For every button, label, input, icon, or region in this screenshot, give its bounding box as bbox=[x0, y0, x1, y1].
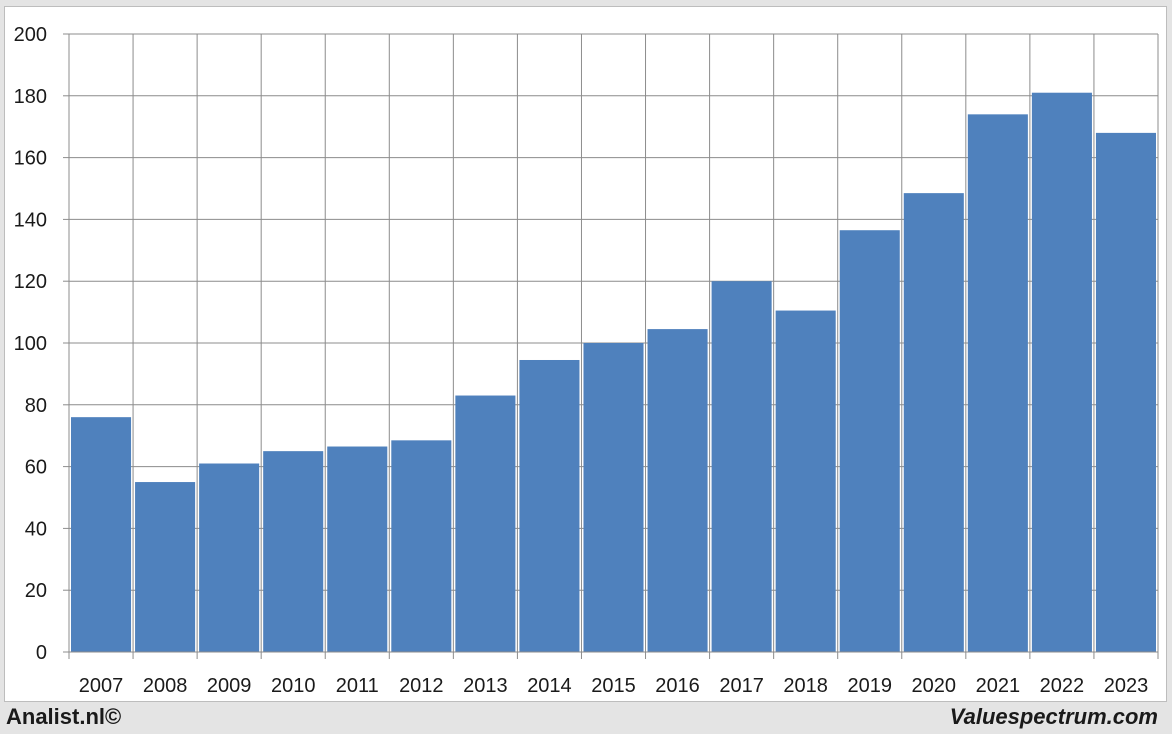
bar-2016 bbox=[647, 329, 708, 652]
x-tick-labels: 2007 2008 2009 2010 2011 2012 2013 2014 2015 2016… bbox=[79, 675, 1148, 697]
bar-2011 bbox=[327, 446, 388, 652]
y-tick-labels: 0 20 40 60 80 100 120 140 160 180 200 bbox=[14, 24, 47, 664]
y-tick-label: 180 bbox=[14, 86, 47, 108]
bar-2007 bbox=[71, 417, 132, 652]
bar-2015 bbox=[583, 343, 644, 652]
y-tick-label: 0 bbox=[36, 642, 47, 664]
x-tick-label: 2022 bbox=[1040, 675, 1085, 697]
bar-2021 bbox=[967, 114, 1028, 653]
footer-source-left: Analist.nl© bbox=[6, 704, 122, 729]
bar-2013 bbox=[455, 395, 516, 652]
bar-2010 bbox=[263, 451, 324, 652]
x-tick-label: 2015 bbox=[591, 675, 636, 697]
y-tick-label: 120 bbox=[14, 271, 47, 293]
footer-source-right: Valuespectrum.com bbox=[949, 704, 1158, 729]
y-tick-label: 140 bbox=[14, 209, 47, 231]
y-tick-label: 40 bbox=[25, 518, 47, 540]
bar-2020 bbox=[903, 193, 964, 652]
x-tick-label: 2020 bbox=[912, 675, 957, 697]
x-tick-label: 2016 bbox=[655, 675, 700, 697]
x-tick-label: 2007 bbox=[79, 675, 124, 697]
x-tick-label: 2008 bbox=[143, 675, 188, 697]
x-tick-label: 2017 bbox=[719, 675, 764, 697]
axes bbox=[63, 33, 1159, 659]
bar-2012 bbox=[391, 440, 452, 652]
x-tick-label: 2019 bbox=[847, 675, 892, 697]
bar-2009 bbox=[199, 463, 260, 652]
bar-2019 bbox=[839, 230, 900, 652]
bar-2022 bbox=[1031, 92, 1092, 652]
bar-2014 bbox=[519, 359, 580, 652]
x-tick-label: 2011 bbox=[336, 675, 379, 697]
x-tick-label: 2009 bbox=[207, 675, 252, 697]
y-tick-label: 100 bbox=[14, 333, 47, 355]
x-tick-label: 2023 bbox=[1104, 675, 1149, 697]
y-tick-label: 60 bbox=[25, 457, 47, 479]
x-tick-label: 2018 bbox=[783, 675, 828, 697]
bar-2008 bbox=[135, 482, 196, 652]
x-tick-label: 2010 bbox=[271, 675, 316, 697]
bars bbox=[71, 92, 1156, 653]
bar-2017 bbox=[711, 281, 772, 652]
x-tick-label: 2014 bbox=[527, 675, 572, 697]
bar-2023 bbox=[1095, 132, 1156, 652]
y-tick-label: 80 bbox=[25, 395, 47, 417]
x-tick-label: 2021 bbox=[976, 675, 1021, 697]
x-tick-label: 2012 bbox=[399, 675, 444, 697]
y-tick-label: 20 bbox=[25, 580, 47, 602]
bar-2018 bbox=[775, 310, 836, 652]
y-tick-label: 200 bbox=[14, 24, 47, 46]
y-tick-label: 160 bbox=[14, 148, 47, 170]
x-tick-label: 2013 bbox=[463, 675, 508, 697]
